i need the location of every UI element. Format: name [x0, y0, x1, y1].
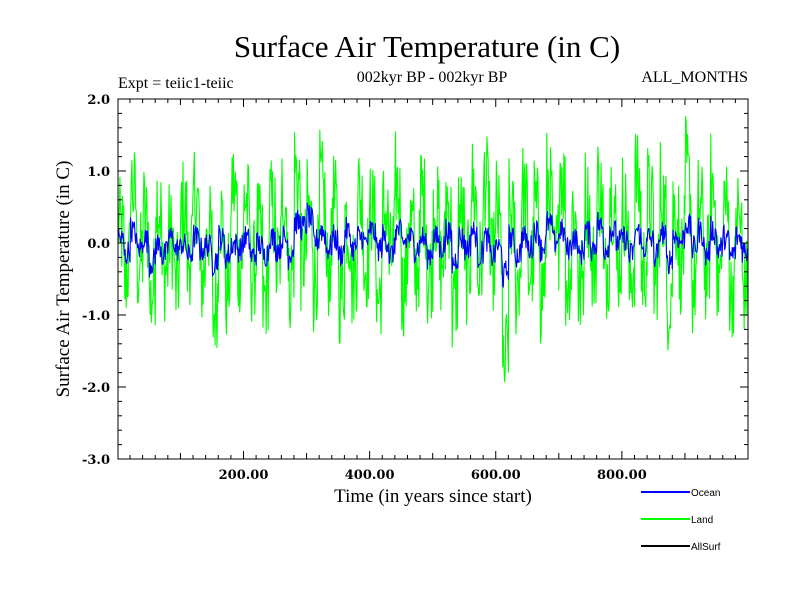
y-tick-label: 1.0 — [87, 165, 110, 180]
chart-title: Surface Air Temperature (in C) — [234, 29, 620, 64]
legend: Ocean Land AllSurf — [641, 488, 721, 553]
axes: 200.00 400.00 600.00 800.00 -3.0 -2.0 -1.0 0.0 1… — [82, 93, 749, 483]
y-tick-label: 2.0 — [87, 93, 110, 108]
legend-label-ocean: Ocean — [691, 488, 720, 499]
y-tick-label: -1.0 — [82, 309, 110, 324]
period-label: 002kyr BP - 002kyr BP — [357, 69, 508, 86]
legend-label-allsurf: AllSurf — [691, 542, 721, 553]
plot-area — [117, 115, 749, 383]
y-tick-label: 0.0 — [87, 237, 110, 252]
x-tick-label: 400.00 — [345, 468, 395, 483]
x-tick-label: 600.00 — [471, 468, 521, 483]
y-axis-label: Surface Air Temperature (in C) — [53, 161, 74, 398]
legend-label-land: Land — [691, 515, 713, 526]
experiment-label: Expt = teiic1-teiic — [118, 75, 234, 92]
y-tick-label: -3.0 — [82, 453, 110, 468]
months-label: ALL_MONTHS — [641, 69, 748, 86]
x-axis-label: Time (in years since start) — [334, 486, 532, 507]
series-line-ocean — [117, 202, 749, 288]
y-tick-label: -2.0 — [82, 381, 110, 396]
x-tick-label: 200.00 — [219, 468, 269, 483]
x-tick-label: 800.00 — [597, 468, 647, 483]
